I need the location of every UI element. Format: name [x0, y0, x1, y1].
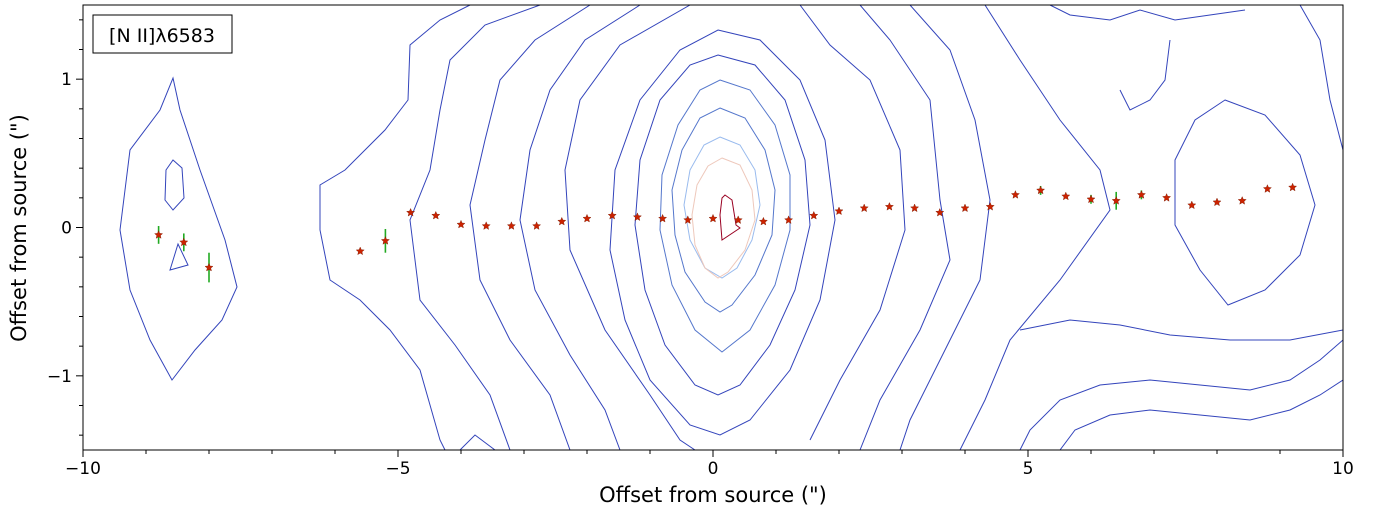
- contour-right-outer-top: [1049, 5, 1246, 21]
- data-point: [708, 213, 718, 223]
- data-point: [179, 237, 189, 247]
- data-point: [204, 262, 214, 272]
- data-point: [1162, 193, 1172, 202]
- data-point: [658, 213, 668, 223]
- data-point: [859, 203, 869, 213]
- legend-label: [N II]λ6583: [109, 25, 215, 47]
- contour-ring-2: [634, 54, 811, 396]
- contour-level-5-right: [799, 5, 906, 441]
- contour-ring-3: [659, 79, 791, 353]
- y-tick-label: 1: [61, 70, 72, 90]
- errorbar-group: [157, 185, 1143, 283]
- y-axis-label: Offset from source ("): [7, 114, 31, 342]
- data-point: [355, 246, 365, 256]
- contour-lines: [119, 5, 1343, 450]
- contour-level-4: [519, 5, 641, 450]
- x-tick-label: 0: [708, 459, 719, 479]
- contour-right-lower-3: [1019, 319, 1343, 341]
- data-point: [758, 216, 768, 226]
- y-tick-label: −1: [47, 367, 72, 387]
- legend: [N II]λ6583: [92, 14, 233, 54]
- data-point: [380, 236, 390, 245]
- data-point: [557, 216, 567, 226]
- contour-right-loop: [1119, 39, 1171, 111]
- data-point-group: [154, 182, 1298, 272]
- data-point: [1136, 190, 1146, 199]
- data-point: [733, 215, 743, 224]
- x-tick-label: −10: [65, 459, 101, 479]
- data-point: [1061, 191, 1071, 201]
- contour-ring-4: [671, 107, 776, 313]
- data-point: [809, 210, 819, 220]
- data-point: [834, 206, 844, 216]
- contour-right-outer-2: [1299, 5, 1343, 151]
- contour-ring-6: [691, 157, 756, 279]
- data-point: [784, 215, 794, 224]
- data-point: [960, 203, 970, 213]
- data-point: [431, 210, 441, 220]
- data-point: [154, 230, 164, 239]
- data-point: [1288, 182, 1298, 192]
- contour-right-lower-1: [1019, 339, 1343, 450]
- data-point: [1262, 184, 1272, 193]
- contour-level-4-right: [859, 5, 951, 450]
- data-point: [1212, 197, 1222, 207]
- y-axis-ticks: −1 0 1: [47, 19, 83, 436]
- data-point: [607, 210, 617, 220]
- data-point: [481, 221, 491, 230]
- contour-bottom-small: [459, 434, 496, 450]
- x-tick-label: 10: [1332, 459, 1354, 479]
- x-tick-label: −5: [385, 459, 410, 479]
- contour-level-2-right: [959, 5, 1111, 450]
- data-point: [884, 202, 894, 211]
- data-point: [406, 207, 416, 217]
- plot-frame: [82, 4, 1344, 451]
- data-point: [1237, 196, 1247, 205]
- data-point: [683, 215, 693, 224]
- data-point: [532, 221, 542, 230]
- contour-level-1: [319, 5, 471, 450]
- data-point: [582, 213, 592, 223]
- data-point: [506, 221, 516, 230]
- contour-ring-1: [609, 29, 836, 436]
- contour-ring-5: [683, 136, 761, 279]
- contour-level-5: [564, 5, 696, 450]
- data-point: [1010, 190, 1020, 199]
- data-point: [935, 207, 945, 217]
- data-point: [910, 203, 920, 213]
- data-point: [632, 212, 642, 221]
- contour-level-3: [469, 5, 591, 450]
- data-point: [456, 219, 466, 229]
- y-tick-label: 0: [61, 219, 72, 239]
- contour-level-2: [409, 5, 541, 450]
- contour-level-3-right: [899, 5, 991, 450]
- contour-right-oval: [1174, 99, 1316, 306]
- contour-left-inner-top: [164, 159, 185, 211]
- x-tick-label: 5: [1023, 459, 1034, 479]
- data-point: [1187, 200, 1197, 210]
- data-point: [1036, 185, 1046, 195]
- contour-left-inner-bottom: [169, 242, 189, 271]
- contour-left-outer: [119, 76, 238, 381]
- data-point: [985, 202, 995, 211]
- data-point: [1111, 196, 1121, 205]
- x-axis-label: Offset from source ("): [599, 483, 827, 507]
- data-point: [1086, 194, 1096, 204]
- legend-box: [92, 14, 233, 54]
- contour-right-lower-2: [1059, 379, 1343, 450]
- x-axis-ticks: −10 −5 0 5 10: [65, 450, 1354, 479]
- contour-peak: [719, 194, 741, 241]
